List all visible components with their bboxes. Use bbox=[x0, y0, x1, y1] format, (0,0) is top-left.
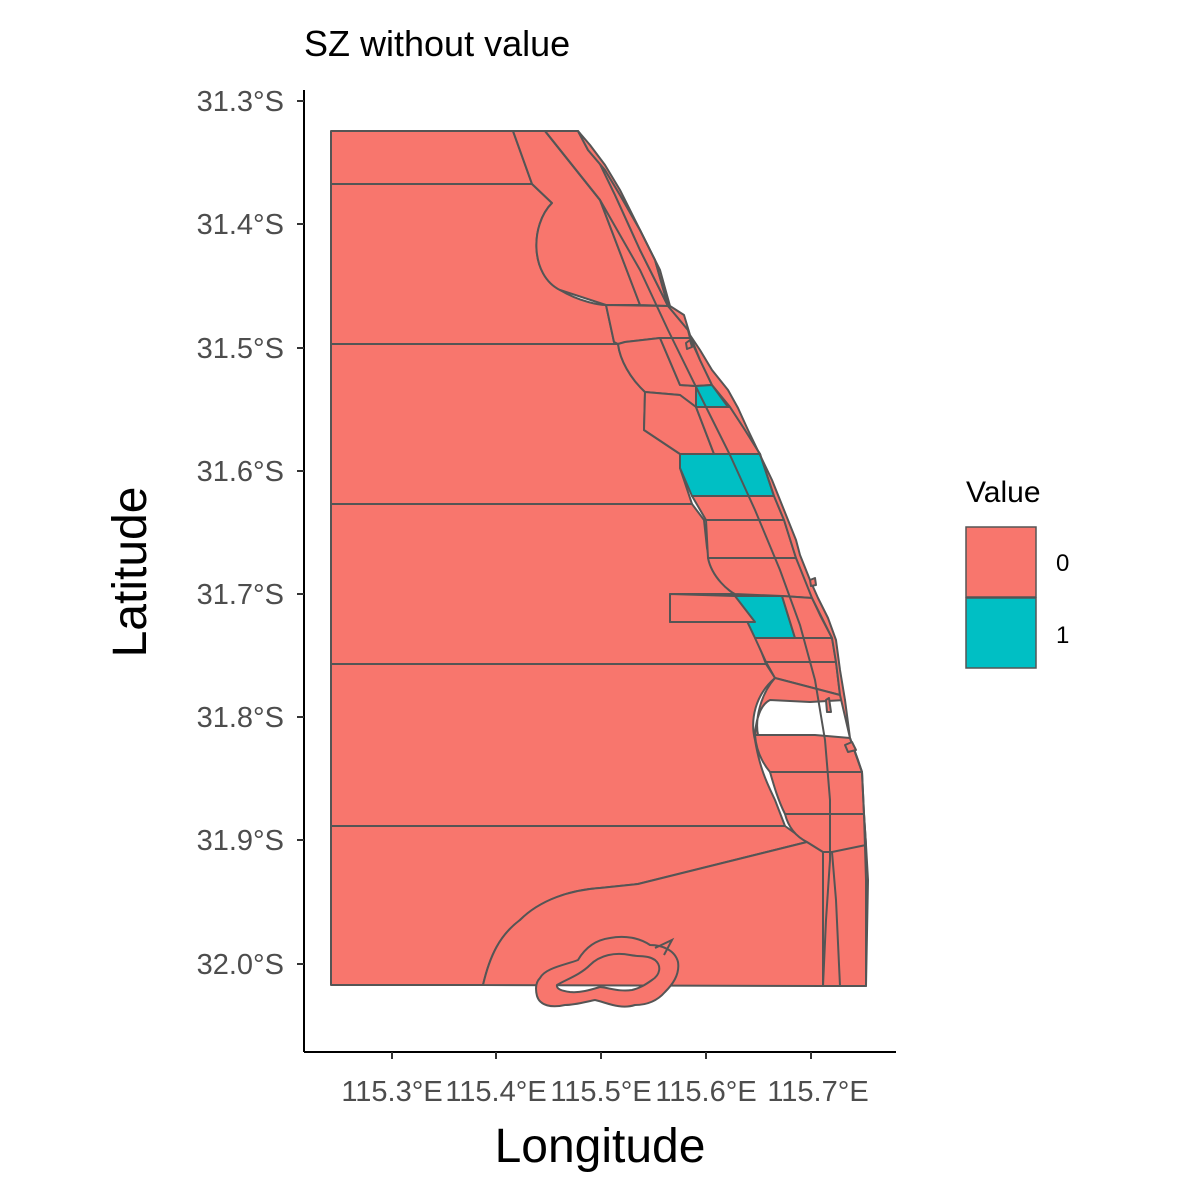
islet-1 bbox=[685, 339, 693, 350]
y-axis-title: Latitude bbox=[104, 487, 157, 658]
islet-3 bbox=[825, 697, 832, 713]
zone-inner-p bbox=[769, 771, 865, 815]
zone-inner-j bbox=[669, 593, 756, 623]
zone-offshore-4 bbox=[330, 503, 767, 665]
y-tick-label: 31.9°S bbox=[197, 825, 284, 857]
y-tick-label: 32.0°S bbox=[197, 949, 284, 981]
x-tick-label: 115.6°E bbox=[655, 1076, 756, 1108]
map-zones bbox=[330, 130, 869, 1008]
zone-offshore-7 bbox=[482, 841, 824, 987]
zone-value1-mid bbox=[679, 453, 775, 497]
zone-offshore-1 bbox=[330, 130, 533, 185]
legend-label-1: 1 bbox=[1056, 622, 1069, 649]
x-ticks: 115.3°E 115.4°E 115.5°E 115.6°E 115.7°E bbox=[341, 1052, 869, 1108]
x-tick-label: 115.7°E bbox=[767, 1076, 868, 1108]
islet-2 bbox=[809, 577, 817, 587]
zone-offshore-5 bbox=[330, 663, 786, 827]
zone-inner-n bbox=[754, 677, 846, 736]
zone-inner-o bbox=[754, 734, 863, 773]
y-ticks: 31.3°S 31.4°S 31.5°S 31.6°S 31.7°S 31.8°… bbox=[197, 86, 304, 981]
y-tick-label: 31.8°S bbox=[197, 702, 284, 734]
zone-inner-g bbox=[691, 495, 785, 521]
islet-4 bbox=[844, 741, 857, 753]
legend-key-0 bbox=[965, 526, 1037, 598]
zone-coast-south bbox=[577, 130, 867, 987]
y-tick-label: 31.7°S bbox=[197, 579, 284, 611]
y-tick-label: 31.5°S bbox=[197, 333, 284, 365]
zone-island-ring bbox=[535, 935, 680, 1008]
legend-title: Value bbox=[966, 476, 1041, 509]
legend: Value 0 1 bbox=[965, 476, 1069, 669]
x-tick-label: 115.3°E bbox=[341, 1076, 442, 1108]
y-tick-label: 31.3°S bbox=[197, 86, 284, 118]
legend-key-1 bbox=[965, 597, 1037, 669]
x-axis-title: Longitude bbox=[495, 1120, 706, 1173]
island-flag bbox=[654, 937, 675, 956]
plot-title: SZ without value bbox=[304, 23, 570, 64]
x-tick-label: 115.4°E bbox=[445, 1076, 546, 1108]
zone-inner-l bbox=[754, 637, 837, 663]
y-tick-label: 31.4°S bbox=[197, 209, 284, 241]
x-tick-label: 115.5°E bbox=[550, 1076, 651, 1108]
y-tick-label: 31.6°S bbox=[197, 456, 284, 488]
legend-label-0: 0 bbox=[1056, 550, 1069, 577]
zone-inner-h bbox=[705, 519, 797, 559]
inner-boundary-line bbox=[544, 130, 831, 987]
